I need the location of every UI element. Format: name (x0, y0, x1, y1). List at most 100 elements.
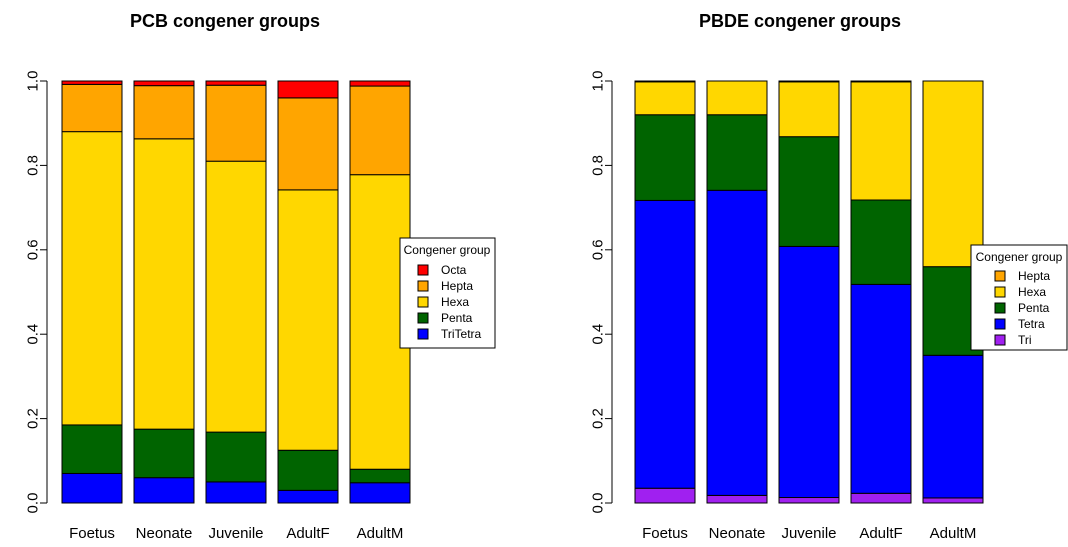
pcb-legend-label-octa: Octa (441, 263, 467, 277)
pbde-y-tick-label: 0.4 (590, 324, 607, 345)
pbde-bar-juvenile-tri (778, 497, 840, 504)
pcb-bar-neonate-octa (133, 80, 195, 87)
pbde-legend-swatch-tri (994, 334, 1006, 346)
pbde-legend-label-hepta: Hepta (1018, 269, 1050, 283)
pbde-legend: Congener group Hepta Hexa Penta Tetra Tri (970, 244, 1068, 351)
pcb-legend-title: Congener group (404, 243, 491, 257)
pcb-bar-foetus-penta (61, 424, 123, 474)
pcb-legend-label-hexa: Hexa (441, 295, 469, 309)
pcb-bar-neonate-hexa (133, 138, 195, 430)
pbde-bar-juvenile-hepta (778, 80, 840, 83)
pcb-bar-juvenile-octa (205, 80, 267, 86)
pcb-bar-adultm-octa (349, 80, 411, 87)
pbde-x-tick-label: Juvenile (781, 525, 836, 542)
pcb-y-tick-label: 1.0 (25, 71, 42, 92)
pbde-bar-foetus-hexa (634, 81, 696, 116)
pbde-legend-items: Hepta Hexa Penta Tetra Tri (994, 269, 1050, 347)
pcb-y-tick-label: 0.0 (25, 493, 42, 514)
pcb-bar-foetus-tritetra (61, 472, 123, 504)
pbde-bar-neonate-tetra (706, 189, 768, 496)
pcb-bar-juvenile-penta (205, 431, 267, 483)
pcb-x-tick-label: Neonate (136, 525, 193, 542)
pcb-legend-label-hepta: Hepta (441, 279, 473, 293)
pcb-bar-adultf-hexa (277, 189, 339, 451)
pcb-legend-items: Octa Hepta Hexa Penta TriTetra (417, 263, 482, 341)
pbde-legend-swatch-penta (994, 302, 1006, 314)
pbde-legend-swatch-tetra (994, 318, 1006, 330)
pcb-bar-neonate-penta (133, 428, 195, 479)
pbde-bar-neonate-tri (706, 494, 768, 504)
pbde-bar-adultm-tetra (922, 354, 984, 499)
pbde-y-axis: 0.0 0.2 0.4 0.6 0.8 1.0 (590, 71, 613, 513)
pcb-legend-box (399, 237, 496, 349)
pbde-chart-title: PBDE congener groups (699, 11, 901, 31)
pcb-x-tick-label: AdultF (286, 525, 329, 542)
pbde-legend-label-hexa: Hexa (1018, 285, 1046, 299)
pcb-bar-adultm-penta (349, 468, 411, 484)
pcb-bars (61, 80, 411, 504)
pbde-legend-label-tri: Tri (1018, 333, 1032, 347)
pcb-legend-swatch-octa (417, 264, 429, 276)
pbde-x-tick-label: Foetus (642, 525, 688, 542)
pbde-bar-adultf-hepta (850, 80, 912, 83)
pcb-y-tick-label: 0.6 (25, 239, 42, 260)
pcb-bar-adultf-tritetra (277, 489, 339, 504)
pbde-bar-adultm-hexa (922, 80, 984, 268)
pcb-bar-juvenile-hepta (205, 84, 267, 162)
pcb-x-tick-label: AdultM (357, 525, 404, 542)
pcb-chart: PCB congener groups 0.0 0.2 0.4 0.6 0.8 1.0 F… (25, 11, 496, 542)
pcb-bar-juvenile-tritetra (205, 481, 267, 504)
pbde-x-tick-label: AdultF (859, 525, 902, 542)
pbde-x-tick-label: Neonate (709, 525, 766, 542)
pcb-bar-adultm-tritetra (349, 482, 411, 504)
pbde-bar-adultf-tetra (850, 283, 912, 494)
pcb-y-tick-label: 0.2 (25, 408, 42, 429)
pcb-bar-juvenile-hexa (205, 160, 267, 433)
pcb-legend-swatch-tritetra (417, 328, 429, 340)
pcb-y-tick-label: 0.4 (25, 324, 42, 345)
pbde-y-tick-label: 0.2 (590, 408, 607, 429)
pbde-bar-foetus-penta (634, 114, 696, 201)
pcb-legend: Congener group Octa Hepta Hexa Penta TriTetr… (399, 237, 496, 349)
pbde-bar-juvenile-penta (778, 136, 840, 247)
pbde-legend-label-tetra: Tetra (1018, 317, 1045, 331)
pbde-bar-juvenile-hexa (778, 81, 840, 138)
pcb-bar-adultm-hepta (349, 85, 411, 176)
pcb-x-tick-label: Juvenile (208, 525, 263, 542)
pbde-legend-label-penta: Penta (1018, 301, 1050, 315)
pcb-legend-label-tritetra: TriTetra (441, 327, 482, 341)
pbde-legend-swatch-hexa (994, 286, 1006, 298)
pbde-x-labels: Foetus Neonate Juvenile AdultF AdultM (642, 525, 976, 542)
pbde-x-tick-label: AdultM (930, 525, 977, 542)
pcb-bar-foetus-octa (61, 80, 123, 85)
pcb-bar-adultf-hepta (277, 97, 339, 191)
pbde-bar-adultf-tri (850, 492, 912, 504)
pbde-y-tick-label: 0.6 (590, 239, 607, 260)
pbde-y-tick-label: 0.8 (590, 155, 607, 176)
pbde-bar-foetus-tetra (634, 199, 696, 489)
pbde-bar-foetus-tri (634, 487, 696, 504)
pcb-legend-label-penta: Penta (441, 311, 473, 325)
pcb-bar-adultf-penta (277, 449, 339, 491)
pbde-bar-juvenile-tetra (778, 245, 840, 499)
pbde-bar-neonate-hexa (706, 80, 768, 116)
pcb-bar-foetus-hepta (61, 83, 123, 133)
pbde-bars (634, 80, 984, 504)
pbde-y-tick-label: 1.0 (590, 71, 607, 92)
pbde-bar-neonate-penta (706, 114, 768, 191)
pcb-bar-neonate-hepta (133, 85, 195, 140)
pcb-legend-swatch-penta (417, 312, 429, 324)
pcb-legend-swatch-hexa (417, 296, 429, 308)
pcb-x-tick-label: Foetus (69, 525, 115, 542)
pcb-y-tick-label: 0.8 (25, 155, 42, 176)
pbde-legend-swatch-hepta (994, 270, 1006, 282)
pcb-bar-foetus-hexa (61, 131, 123, 426)
pcb-y-axis: 0.0 0.2 0.4 0.6 0.8 1.0 (25, 71, 48, 514)
pbde-bar-adultm-tri (922, 497, 984, 504)
pbde-chart: PBDE congener groups 0.00.20.40.60.81.0 … (590, 11, 1068, 542)
pcb-chart-title: PCB congener groups (130, 11, 320, 31)
pcb-legend-swatch-hepta (417, 280, 429, 292)
pcb-x-labels: Foetus Neonate Juvenile AdultF AdultM (69, 525, 403, 542)
pbde-bar-foetus-hepta (634, 80, 696, 83)
